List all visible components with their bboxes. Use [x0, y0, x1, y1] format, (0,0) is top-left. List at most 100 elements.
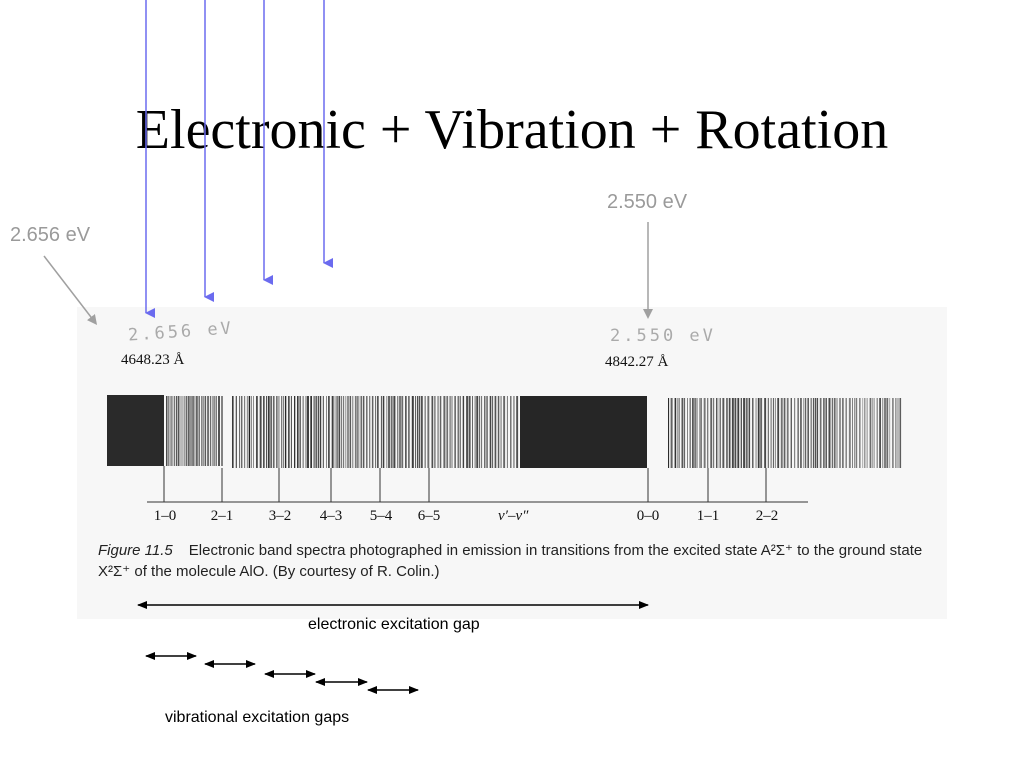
- spectral-line: [689, 398, 691, 468]
- spectral-line: [299, 396, 301, 468]
- spectral-line: [232, 396, 234, 468]
- spectral-line: [187, 396, 190, 466]
- spectral-line: [678, 398, 680, 468]
- spectral-line: [401, 396, 404, 468]
- spectral-line: [710, 398, 712, 468]
- spectral-line: [731, 398, 734, 468]
- spectral-line: [484, 396, 486, 468]
- spectral-line: [214, 396, 216, 466]
- spectral-line: [167, 396, 169, 466]
- spectral-line: [313, 396, 315, 468]
- spectral-line: [474, 396, 476, 468]
- spectral-line: [356, 396, 358, 468]
- spectral-line: [699, 398, 701, 468]
- spectral-line: [794, 398, 796, 468]
- spectral-line: [743, 398, 746, 468]
- spectral-line: [349, 396, 352, 468]
- spectral-line: [839, 398, 841, 468]
- spectral-line: [375, 396, 376, 468]
- spectral-line: [207, 396, 209, 466]
- spectral-line: [345, 396, 347, 468]
- spectral-line: [288, 396, 290, 468]
- spectral-line: [166, 396, 168, 466]
- spectral-line: [856, 398, 858, 468]
- spectral-line: [294, 396, 296, 468]
- spectral-line: [845, 398, 847, 468]
- spectral-line: [712, 398, 715, 468]
- spectral-line: [386, 396, 388, 468]
- spectral-line: [457, 396, 459, 468]
- spectral-line: [780, 398, 783, 468]
- transition-label-3-2: 3–2: [268, 508, 292, 524]
- spectral-line: [882, 398, 884, 468]
- spectral-line: [336, 396, 338, 468]
- spectral-line: [248, 396, 251, 468]
- spectral-line: [852, 398, 853, 468]
- spectral-line: [388, 396, 390, 468]
- spectral-line: [393, 396, 396, 468]
- spectral-line: [360, 396, 363, 468]
- spectral-line: [322, 396, 324, 468]
- spectral-line: [185, 396, 188, 466]
- spectral-line: [343, 396, 345, 468]
- spectral-line: [492, 396, 494, 468]
- spectral-line: [297, 396, 299, 468]
- spectral-line: [241, 396, 243, 468]
- spectral-line: [405, 396, 407, 468]
- spectral-line: [886, 398, 889, 468]
- spectral-line: [284, 396, 287, 468]
- spectral-line: [302, 396, 304, 468]
- spectral-line: [352, 396, 354, 468]
- spectral-line: [486, 396, 488, 468]
- spectral-line: [411, 396, 414, 468]
- spectral-line: [800, 398, 802, 468]
- transition-label-6-5: 6–5: [417, 508, 441, 524]
- spectral-line: [268, 396, 270, 468]
- spectral-line: [196, 396, 198, 466]
- spectral-line: [786, 398, 789, 468]
- spectral-line: [866, 398, 868, 468]
- spectral-line: [497, 396, 500, 468]
- spectral-line: [859, 398, 861, 468]
- handwritten-energy-right: 2.550 eV: [610, 326, 716, 346]
- axis-label-v: v′–v″: [498, 508, 529, 524]
- spectral-line: [201, 396, 203, 466]
- spectrum-band: [107, 395, 902, 468]
- spectral-line: [290, 396, 292, 468]
- spectral-line: [253, 396, 254, 468]
- spectral-line: [842, 398, 844, 468]
- page-title: Electronic + Vibration + Rotation: [135, 99, 889, 161]
- spectral-line: [468, 396, 471, 468]
- spectral-line: [892, 398, 894, 468]
- spectral-line: [755, 398, 757, 468]
- spectral-line: [250, 396, 252, 468]
- spectral-line: [703, 398, 706, 468]
- spectral-line: [854, 398, 856, 468]
- spectral-line: [668, 398, 670, 468]
- spectral-line: [775, 398, 776, 468]
- spectral-line: [259, 396, 262, 468]
- figure-caption: Figure 11.5 Electronic band spectra photo…: [98, 540, 928, 582]
- spectral-line: [805, 398, 807, 468]
- spectral-line: [752, 398, 754, 468]
- spectral-line: [864, 398, 866, 468]
- spectral-line: [198, 396, 200, 466]
- spectral-line: [722, 398, 725, 468]
- spectral-line: [797, 398, 799, 468]
- transition-label-1-0: 1–0: [153, 508, 177, 524]
- spectral-line: [190, 396, 192, 466]
- spectral-line: [694, 398, 696, 468]
- blue-arrows: [145, 0, 333, 318]
- spectral-line: [871, 398, 873, 468]
- spectral-line: [266, 396, 268, 468]
- spectral-line: [489, 396, 492, 468]
- vibrational-gap-label: vibrational excitation gaps: [165, 709, 350, 726]
- spectral-line: [770, 398, 772, 468]
- spectral-line: [171, 396, 173, 466]
- spectral-line: [366, 396, 368, 468]
- spectral-line: [331, 396, 334, 468]
- spectral-line: [328, 396, 330, 468]
- spectral-line: [418, 396, 421, 468]
- spectral-line: [431, 396, 434, 468]
- spectral-line: [278, 396, 280, 468]
